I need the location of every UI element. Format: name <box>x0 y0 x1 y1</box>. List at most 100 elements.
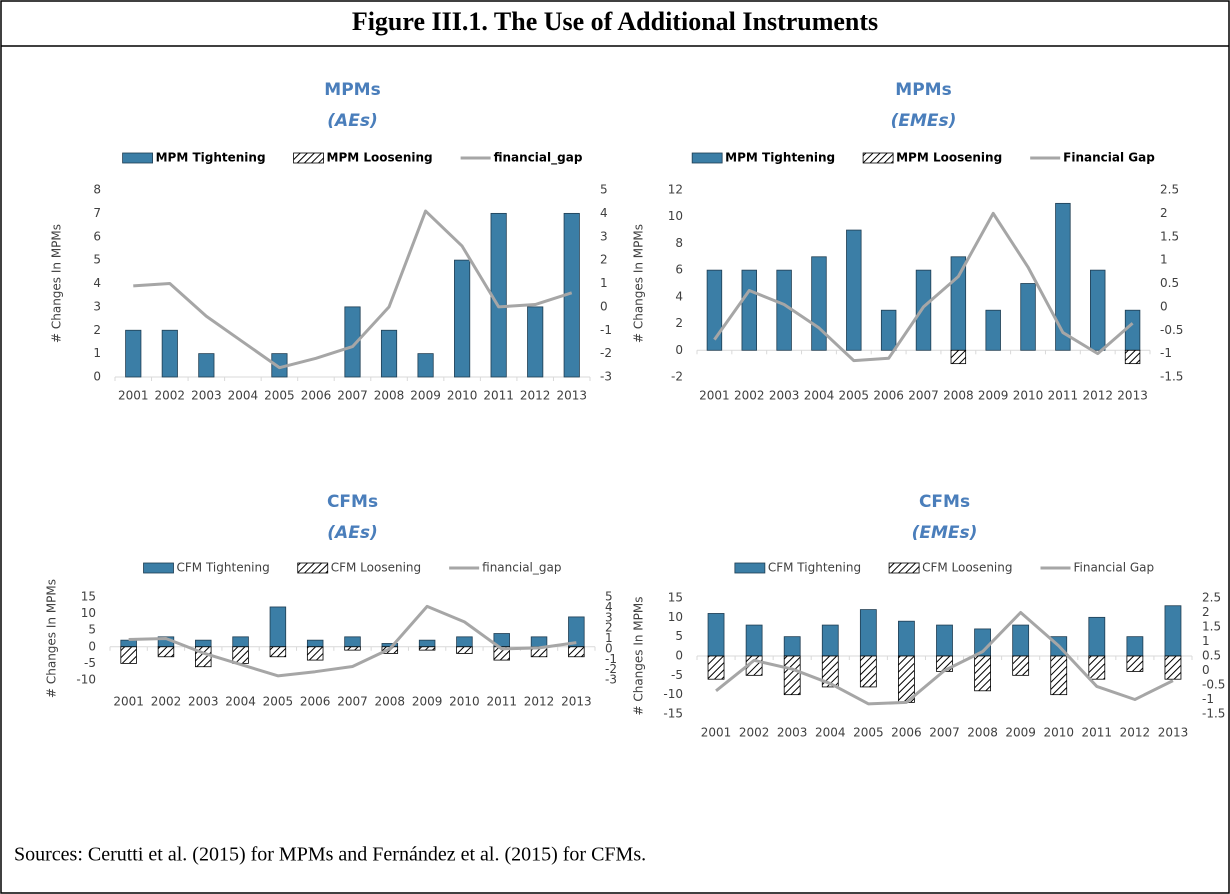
x-tick-label: 2001 <box>699 389 730 403</box>
y-tick-label: 2 <box>93 323 101 337</box>
y-axis-label: # Changes In MPMs <box>45 579 59 698</box>
bar <box>1012 655 1030 676</box>
x-tick-label: 2005 <box>853 726 884 740</box>
y-tick-label: 3 <box>93 299 101 313</box>
bar <box>821 624 839 657</box>
bar <box>120 646 137 664</box>
x-tick-label: 2007 <box>337 695 368 709</box>
y2-tick-label: 0 <box>605 641 613 655</box>
bar <box>707 655 725 680</box>
y2-tick-label: 0 <box>600 299 608 313</box>
y2-tick-label: -1 <box>600 323 612 337</box>
bar <box>1012 624 1030 657</box>
bar <box>821 655 839 688</box>
bar <box>306 646 324 661</box>
line-series <box>713 211 1134 363</box>
y2-tick-label: -1 <box>1202 692 1214 706</box>
x-tick-label: 2008 <box>967 726 998 740</box>
legend-label: CFM Tightening <box>177 561 270 575</box>
x-tick-label: 2007 <box>929 726 960 740</box>
bar <box>418 646 436 651</box>
bar <box>783 636 801 657</box>
bar <box>418 639 436 648</box>
bar <box>530 636 548 648</box>
bar <box>157 646 175 658</box>
source-note: Sources: Cerutti et al. (2015) for MPMs … <box>14 844 646 866</box>
legend-label: CFM Loosening <box>331 561 421 575</box>
y2-tick-label: 2.5 <box>1202 591 1221 605</box>
x-tick-label: 2009 <box>412 695 443 709</box>
x-tick-label: 2003 <box>777 726 808 740</box>
y-tick-label: 10 <box>81 606 96 620</box>
y2-tick-label: 3 <box>605 610 613 624</box>
x-tick-label: 2002 <box>739 726 770 740</box>
bar <box>195 639 212 648</box>
legend-label: MPM Loosening <box>896 151 1002 165</box>
legend-swatch <box>888 562 920 574</box>
bar <box>232 636 249 648</box>
y2-tick-label: -1 <box>605 652 617 666</box>
legend-label: Financial Gap <box>1063 151 1155 165</box>
bar <box>269 646 287 658</box>
y2-tick-label: 0.5 <box>1160 276 1179 290</box>
y2-tick-label: -2 <box>605 662 617 676</box>
y-tick-label: 5 <box>88 623 96 637</box>
bar <box>898 655 915 703</box>
legend-label: Financial Gap <box>1073 561 1154 575</box>
y2-tick-label: 1.5 <box>1160 229 1179 243</box>
bar <box>456 636 473 648</box>
line-series <box>715 611 1174 706</box>
y-tick-label: 0 <box>675 343 683 357</box>
y2-tick-label: 1 <box>1160 253 1168 267</box>
bar <box>846 229 862 351</box>
chart-subtitle: (AEs) <box>327 111 377 131</box>
bar <box>745 624 763 657</box>
y-tick-label: -10 <box>663 687 683 701</box>
bar <box>741 269 757 351</box>
x-tick-label: 2009 <box>1005 726 1036 740</box>
x-tick-label: 2010 <box>1013 389 1044 403</box>
x-tick-label: 2002 <box>155 389 186 403</box>
bar <box>1124 309 1141 351</box>
chart-title: CFMs <box>327 492 378 512</box>
y-tick-label: 4 <box>93 276 101 290</box>
y-tick-label: 10 <box>668 610 683 624</box>
chart-title: MPMs <box>324 80 380 100</box>
bar <box>915 269 932 351</box>
bar <box>859 655 877 688</box>
x-tick-label: 2003 <box>769 389 800 403</box>
y-tick-label: 8 <box>93 183 101 197</box>
x-tick-label: 2011 <box>1082 726 1113 740</box>
legend-label: MPM Loosening <box>327 151 433 165</box>
bar <box>1124 349 1141 365</box>
y-tick-label: 10 <box>668 209 683 223</box>
legend-swatch <box>293 152 324 164</box>
x-tick-label: 2006 <box>300 695 331 709</box>
y2-tick-label: 4 <box>600 206 608 220</box>
y2-tick-label: 5 <box>605 590 613 604</box>
x-tick-label: 2007 <box>337 389 368 403</box>
x-tick-label: 2013 <box>561 695 592 709</box>
bar <box>1088 655 1106 680</box>
bar <box>120 639 137 648</box>
y-axis-label: # Changes In MPMs <box>632 596 646 715</box>
bar <box>344 646 361 651</box>
legend-swatch <box>862 152 894 164</box>
y-tick-label: 2 <box>675 316 683 330</box>
y-tick-label: 15 <box>668 591 683 605</box>
bar <box>417 353 434 378</box>
bar <box>1090 269 1106 351</box>
x-tick-label: 2009 <box>410 389 441 403</box>
bar <box>269 606 287 648</box>
x-tick-label: 2007 <box>908 389 939 403</box>
legend-label: MPM Tightening <box>156 151 266 165</box>
x-tick-label: 2010 <box>449 695 480 709</box>
legend-label: CFM Loosening <box>922 561 1012 575</box>
y2-tick-label: -0.5 <box>1160 323 1183 337</box>
y2-tick-label: 5 <box>600 183 608 197</box>
y2-tick-label: 2 <box>605 621 613 635</box>
x-tick-label: 2010 <box>447 389 478 403</box>
bar <box>125 329 142 378</box>
legend-swatch <box>143 562 174 574</box>
